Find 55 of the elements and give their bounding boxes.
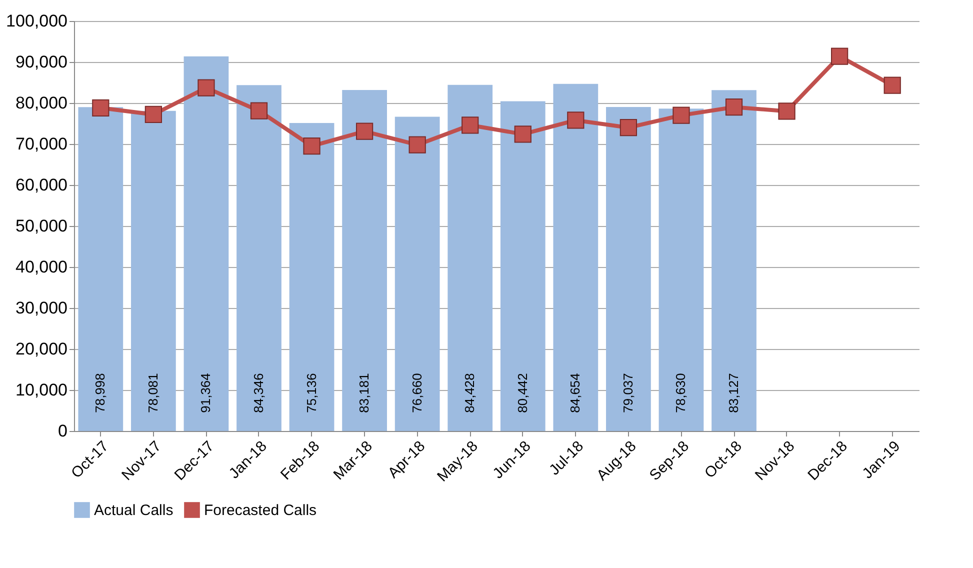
y-tick-label: 60,000 [16,176,68,194]
point [198,79,215,96]
bar [712,90,756,431]
point [462,116,479,134]
y-tick-label: 30,000 [16,298,68,318]
point [303,137,320,155]
point [725,98,743,116]
point [356,122,374,140]
data-label: 76,660 [409,373,424,413]
y-tick-label: 80,000 [16,94,68,112]
y-tick-label: 70,000 [16,134,68,154]
y-tick-label: 40,000 [16,258,68,276]
point [620,119,638,136]
bar [184,56,229,431]
bar [236,85,282,431]
point [144,106,162,124]
point [408,136,426,154]
y-tick-label: 90,000 [16,52,68,72]
legend-label: Actual Calls [94,502,174,519]
bar [131,110,176,431]
bar [342,90,387,431]
bar [658,108,704,431]
point [831,48,848,65]
y-tick-label: 10,000 [16,380,68,400]
bar [500,101,546,431]
bar [394,116,440,431]
data-label: 75,136 [304,373,319,413]
bar [553,84,598,431]
y-tick-label: 50,000 [16,216,68,236]
point [250,102,268,120]
point [514,126,532,143]
point [92,99,110,116]
bar [606,106,651,431]
data-label: 78,630 [673,373,688,413]
data-label: 83,127 [726,373,742,413]
bar [78,107,124,431]
data-label: 91,364 [198,373,214,413]
legend-label: Forecasted Calls [204,502,317,519]
data-label: 84,654 [568,373,583,413]
y-tick-label: 0 [58,422,68,440]
point [884,76,901,94]
data-label: 78,081 [145,373,160,413]
point [672,106,690,124]
y-tick-label: 100,000 [6,12,68,30]
data-label: 78,998 [92,373,108,413]
bar [289,122,334,431]
data-label: 84,346 [250,373,266,413]
data-label: 83,181 [356,373,372,413]
y-tick-label: 20,000 [16,340,68,358]
point [567,112,584,129]
data-label: 80,442 [514,373,530,413]
data-label: 84,428 [462,373,478,413]
point [778,102,796,120]
bar [448,84,493,431]
data-label: 79,037 [620,373,636,413]
